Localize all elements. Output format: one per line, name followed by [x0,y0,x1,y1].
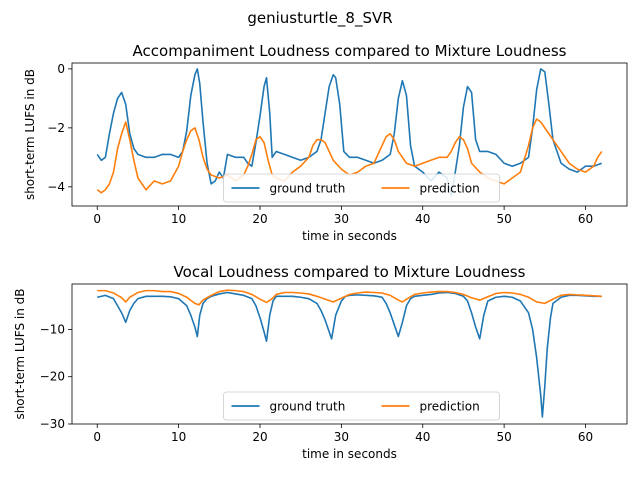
y-tick-label: −4 [47,180,65,194]
legend-entry-label: prediction [420,400,480,414]
y-tick-label: −10 [40,322,65,336]
x-tick-label: 60 [578,430,593,444]
legend: ground truth prediction [223,391,500,421]
legend-entry-label: ground truth [270,400,346,414]
legend-box [223,173,500,203]
plot-frame [71,283,628,425]
series-line-ground-truth [96,68,603,197]
charts-container: Accompaniment Loudness compared to Mixtu… [13,42,628,461]
y-tick-label: 0 [57,62,65,76]
chart-1: Accompaniment Loudness compared to Mixtu… [23,42,628,243]
x-tick-label: 30 [334,430,349,444]
x-tick-label: 20 [252,430,267,444]
x-axis-label: time in seconds [302,229,397,243]
x-tick-label: 40 [415,430,430,444]
figure-suptitle: geniusturtle_8_SVR [247,9,392,28]
y-axis-label: short-term LUFS in dB [13,288,27,419]
x-tick-label: 50 [496,430,511,444]
chart-title: Vocal Loudness compared to Mixture Loudn… [174,263,526,281]
legend: ground truth prediction [223,173,500,203]
x-tick-label: 0 [93,430,101,444]
x-tick-label: 10 [171,430,186,444]
chart-title: Accompaniment Loudness compared to Mixtu… [133,42,567,60]
legend-entry-label: prediction [420,182,480,196]
x-tick-label: 50 [496,212,511,226]
y-tick-label: −30 [40,417,65,431]
y-axis-label: short-term LUFS in dB [23,69,37,200]
y-tick-label: −2 [47,121,65,135]
series-line-prediction [96,118,603,194]
x-tick-label: 60 [578,212,593,226]
y-tick-label: −20 [40,370,65,384]
x-axis-label: time in seconds [302,447,397,461]
x-tick-label: 40 [415,212,430,226]
x-tick-label: 30 [334,212,349,226]
series-line-ground-truth [97,291,602,418]
chart-2: Vocal Loudness compared to Mixture Loudn… [13,263,628,461]
x-tick-label: 10 [171,212,186,226]
x-tick-label: 20 [252,212,267,226]
legend-entry-label: ground truth [270,182,346,196]
legend-box [223,391,500,421]
series-line-prediction [97,289,602,306]
x-tick-label: 0 [93,212,101,226]
plot-frame [71,62,628,207]
